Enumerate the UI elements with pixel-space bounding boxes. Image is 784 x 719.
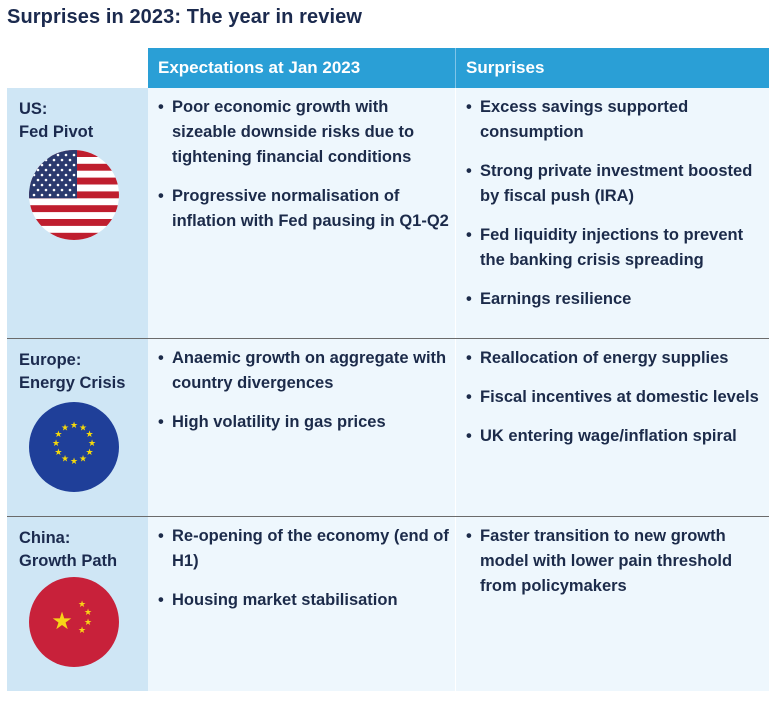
region-cell-europe: Europe: Energy Crisis ★ ★ ★ ★ ★ ★ ★ ★ ★ … [7,339,148,516]
expectations-cell-europe: Anaemic growth on aggregate with country… [148,339,455,516]
svg-text:★: ★ [78,600,86,610]
column-divider [455,339,456,516]
region-theme: Growth Path [19,552,118,570]
svg-text:★: ★ [78,626,86,636]
header-divider [455,48,456,88]
svg-text:★: ★ [86,430,94,440]
svg-text:★: ★ [84,608,92,618]
surprises-cell-china: Faster transition to new growth model wi… [456,517,769,691]
region-theme: Fed Pivot [19,123,94,141]
list-item: Excess savings supported consumption [466,95,763,145]
list-item: Progressive normalisation of inflation w… [158,184,449,234]
svg-text:★: ★ [61,423,69,433]
expectations-cell-us: Poor economic growth with sizeable downs… [148,88,455,338]
svg-text:★: ★ [88,439,96,449]
table-row-china: China: Growth Path ★ ★ ★ ★ ★ Re-opening … [7,517,769,691]
list-item: UK entering wage/inflation spiral [466,424,763,449]
surprises-cell-europe: Reallocation of energy supplies Fiscal i… [456,339,769,516]
surprises-cell-us: Excess savings supported consumption Str… [456,88,769,338]
table-row-europe: Europe: Energy Crisis ★ ★ ★ ★ ★ ★ ★ ★ ★ … [7,339,769,516]
list-item: High volatility in gas prices [158,410,449,435]
svg-text:★: ★ [54,430,62,440]
list-item: Faster transition to new growth model wi… [466,524,763,599]
svg-text:★: ★ [79,423,87,433]
region-cell-china: China: Growth Path ★ ★ ★ ★ ★ [7,517,148,691]
row-separator [7,338,769,339]
list-item: Reallocation of energy supplies [466,346,763,371]
list-item: Re-opening of the economy (end of H1) [158,524,449,574]
surprises-list-europe: Reallocation of energy supplies Fiscal i… [466,346,763,463]
surprises-list-china: Faster transition to new growth model wi… [466,524,763,613]
row-separator [7,516,769,517]
expectations-list-us: Poor economic growth with sizeable downs… [158,95,449,248]
region-label-us: US: Fed Pivot [19,98,93,144]
svg-text:★: ★ [54,448,62,458]
column-header-expectations: Expectations at Jan 2023 [148,48,455,88]
region-name: US: [19,100,48,118]
table-row-us: US: Fed Pivot [7,88,769,338]
list-item: Housing market stabilisation [158,588,449,613]
page-title: Surprises in 2023: The year in review [7,6,362,28]
eu-flag-icon: ★ ★ ★ ★ ★ ★ ★ ★ ★ ★ ★ ★ [29,402,119,492]
surprises-list-us: Excess savings supported consumption Str… [466,95,763,326]
list-item: Anaemic growth on aggregate with country… [158,346,449,396]
column-divider [455,88,456,338]
expectations-cell-china: Re-opening of the economy (end of H1) Ho… [148,517,455,691]
expectations-list-europe: Anaemic growth on aggregate with country… [158,346,449,449]
expectations-list-china: Re-opening of the economy (end of H1) Ho… [158,524,449,627]
column-header-surprises: Surprises [456,48,769,88]
region-cell-us: US: Fed Pivot [7,88,148,338]
column-divider [455,517,456,691]
region-label-china: China: Growth Path [19,527,117,573]
list-item: Strong private investment boosted by fis… [466,159,763,209]
list-item: Fiscal incentives at domestic levels [466,385,763,410]
svg-text:★: ★ [70,421,78,431]
list-item: Fed liquidity injections to prevent the … [466,223,763,273]
svg-text:★: ★ [70,457,78,467]
list-item: Poor economic growth with sizeable downs… [158,95,449,170]
list-item: Earnings resilience [466,287,763,312]
svg-text:★: ★ [79,455,87,465]
region-label-europe: Europe: Energy Crisis [19,349,125,395]
svg-text:★: ★ [84,618,92,628]
svg-text:★: ★ [51,607,73,635]
svg-text:★: ★ [52,439,60,449]
us-flag-icon [29,150,119,240]
svg-text:★: ★ [86,448,94,458]
region-name: China: [19,529,71,547]
region-name: Europe: [19,351,82,369]
china-flag-icon: ★ ★ ★ ★ ★ [29,577,119,667]
svg-text:★: ★ [61,455,69,465]
region-theme: Energy Crisis [19,374,126,392]
